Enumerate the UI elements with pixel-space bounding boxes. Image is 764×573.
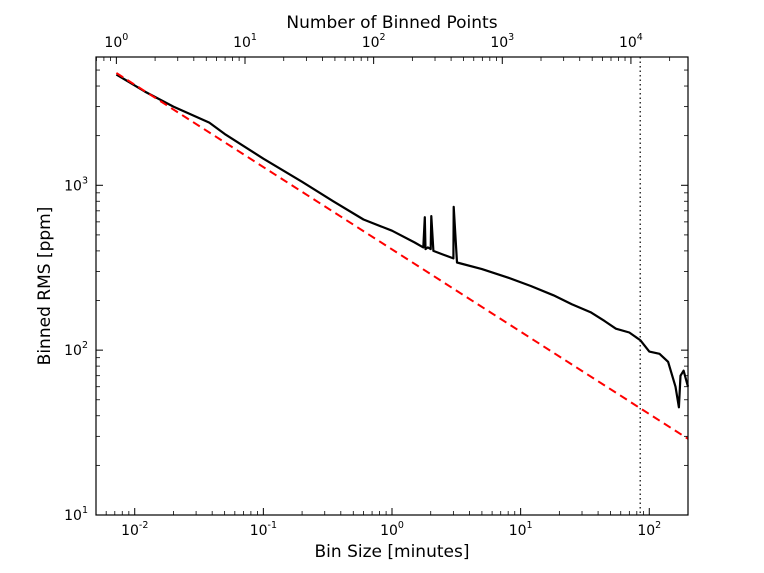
- y-axis-title: Binned RMS [ppm]: [35, 207, 55, 366]
- data-layer: [115, 57, 690, 515]
- top-axis-title: Number of Binned Points: [286, 13, 497, 33]
- x-tick-label: 10-1: [250, 520, 277, 539]
- series-line-fit: [115, 72, 689, 440]
- series-line-rms: [115, 73, 690, 409]
- x-tick-label: 102: [637, 520, 661, 539]
- tick-layer: 10-2 10-1 100 101 102 100 101 102 103 104 101 102 10…: [64, 32, 689, 539]
- top-tick-label: 101: [233, 32, 257, 51]
- top-tick-label: 102: [362, 32, 386, 51]
- x-tick-label: 100: [380, 520, 404, 539]
- x-tick-label: 101: [509, 520, 533, 539]
- y-tick-label: 103: [64, 175, 88, 194]
- top-tick-label: 104: [619, 32, 643, 51]
- x-axis-title: Bin Size [minutes]: [315, 542, 470, 562]
- x-tick-label: 10-2: [121, 520, 148, 539]
- top-tick-label: 100: [104, 32, 128, 51]
- top-tick-label: 103: [490, 32, 514, 51]
- y-tick-label: 101: [64, 505, 88, 524]
- y-tick-label: 102: [64, 340, 88, 359]
- plot-area: [96, 57, 688, 515]
